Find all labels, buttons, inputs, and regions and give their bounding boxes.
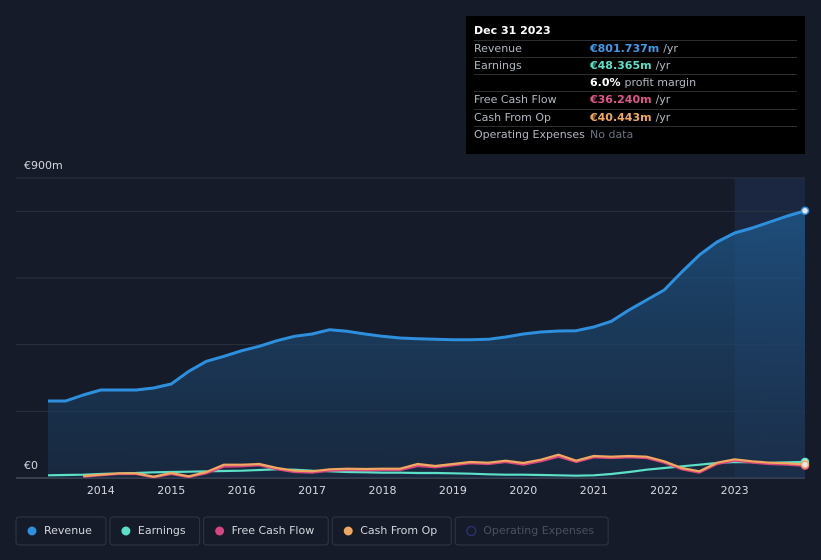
tooltip-value: €40.443m (589, 111, 652, 124)
x-tick-label: 2018 (368, 484, 396, 497)
legend-button (454, 516, 609, 546)
x-tick-label: 2016 (228, 484, 256, 497)
tooltip-unit: /yr (656, 111, 671, 124)
tooltip-label: Free Cash Flow (474, 93, 557, 106)
series-line (83, 453, 806, 478)
legend-button (331, 516, 452, 546)
end-point (800, 460, 810, 469)
series-line (48, 209, 806, 403)
data-layer (47, 206, 810, 479)
text-layer: €0 €900m 2014 2015 2016 2017 2018 2019 2020 2021 2… (24, 159, 749, 497)
tooltip-label: Revenue (474, 42, 522, 55)
legend-label: Earnings (138, 524, 186, 537)
legend-button (15, 516, 107, 546)
legend-item[interactable]: Revenue (15, 516, 107, 546)
legend-swatch (27, 526, 37, 536)
tooltip-unit: profit margin (625, 76, 697, 89)
tooltip: Dec 31 2023 Revenue €801.737m/yr Earnings €… (466, 16, 805, 154)
tooltip-value: €48.365m (589, 59, 652, 72)
x-tick-label: 2020 (509, 484, 537, 497)
series-line (83, 455, 806, 479)
legend-item[interactable]: Cash From Op (331, 516, 452, 546)
legend-button (203, 516, 329, 546)
tooltip-label: Cash From Op (474, 111, 551, 124)
tooltip-unit: /yr (663, 42, 678, 55)
series-area (48, 210, 805, 479)
legend-label: Free Cash Flow (232, 524, 315, 537)
legend-label: Revenue (44, 524, 92, 537)
end-point (800, 206, 810, 216)
x-tick-label: 2023 (721, 484, 749, 497)
legend-swatch (465, 525, 477, 537)
tooltip-label: Operating Expenses (474, 128, 585, 141)
tooltip-date: Dec 31 2023 (474, 24, 551, 37)
tooltip-value: 6.0% (590, 76, 621, 89)
legend-item[interactable]: Earnings (109, 516, 201, 546)
tooltip-value: €801.737m (589, 42, 659, 55)
x-tick-label: 2021 (580, 484, 608, 497)
tooltip-box (466, 16, 805, 154)
tooltip-value: €36.240m (589, 93, 652, 106)
legend: Revenue Earnings Free Cash Flow Cash From O… (15, 516, 609, 546)
tooltip-unit: /yr (656, 93, 671, 106)
x-tick-label: 2022 (650, 484, 678, 497)
legend-swatch (343, 526, 353, 536)
tooltip-value: No data (590, 128, 633, 141)
legend-swatch (121, 526, 131, 536)
legend-item[interactable]: Operating Expenses (454, 516, 609, 546)
x-tick-label: 2015 (157, 484, 185, 497)
legend-item[interactable]: Free Cash Flow (203, 516, 329, 546)
x-tick-label: 2017 (298, 484, 326, 497)
x-tick-label: 2014 (87, 484, 115, 497)
legend-button (109, 516, 201, 546)
tooltip-unit: /yr (656, 59, 671, 72)
tooltip-label: Earnings (474, 59, 522, 72)
y-tick-label: €0 (24, 459, 38, 472)
legend-label: Operating Expenses (483, 524, 594, 537)
x-tick-label: 2019 (439, 484, 467, 497)
legend-label: Cash From Op (360, 524, 437, 537)
legend-swatch (215, 526, 225, 536)
y-tick-label: €900m (24, 159, 63, 172)
